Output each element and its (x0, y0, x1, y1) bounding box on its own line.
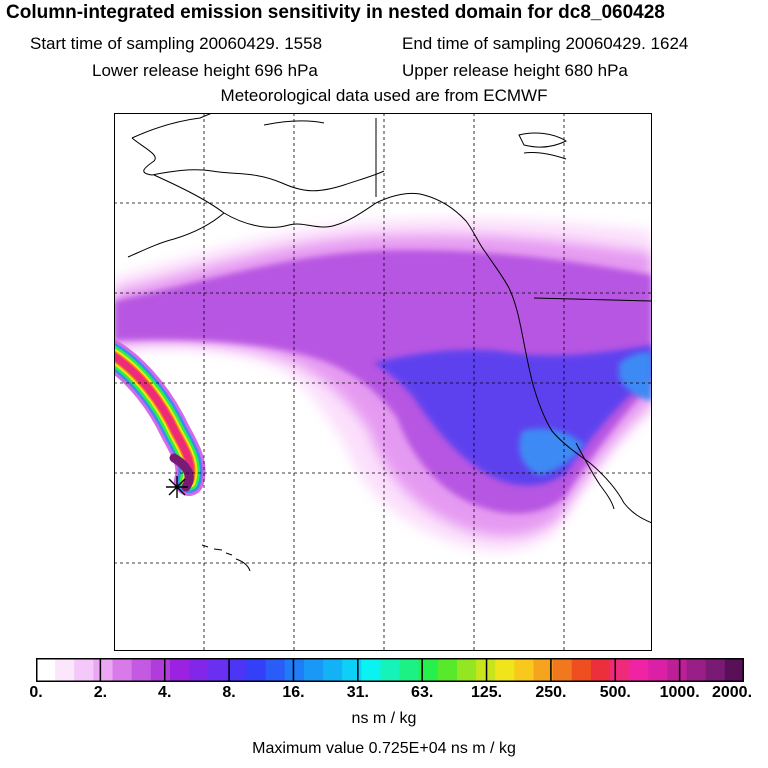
alaska-coast (131, 113, 385, 192)
color-scale-cell (514, 658, 535, 682)
color-scale-units: ns m / kg (351, 710, 417, 727)
color-scale-cell (705, 658, 726, 682)
color-scale-cell (380, 658, 401, 682)
color-scale-tick-label: 0. (29, 684, 43, 701)
color-scale-cell (323, 658, 343, 682)
near-source-plume (114, 338, 206, 496)
color-scale-bar (36, 658, 744, 682)
plume-high-core (519, 428, 584, 475)
color-scale-cell (150, 658, 171, 682)
color-scale-cell (533, 658, 554, 682)
plume-core-layer (374, 345, 652, 486)
end-time: End time of sampling 20060429. 1624 (402, 34, 689, 53)
color-scale-ticks: 0. 2. 4. 8. 16. 31. 63. 125. 250. 500. 1000. 2000. (0, 684, 768, 706)
color-scale-cell (93, 658, 114, 682)
release-point-marker (166, 476, 188, 498)
color-scale-cell (686, 658, 707, 682)
tail-red (114, 352, 194, 485)
color-scale-cell (189, 658, 209, 682)
color-scale-tick-label: 125. (470, 684, 503, 701)
color-scale-cell (418, 658, 439, 682)
color-scale-tick-label: 2. (93, 684, 108, 701)
plume-high-core-east (619, 352, 652, 401)
color-scale-tick-label: 31. (346, 684, 369, 701)
coastlines (127, 113, 652, 572)
maximum-value: Maximum value 0.725E+04 ns m / kg (252, 740, 516, 757)
color-scale-cell (284, 658, 305, 682)
baja-coast (575, 442, 615, 510)
color-scale-tick-label: 500. (599, 684, 631, 701)
color-scale-tick-label: 63. (411, 684, 434, 701)
gulf-coast (335, 192, 510, 289)
color-scale-cell (208, 658, 228, 682)
color-scale-cell (303, 658, 324, 682)
tail-max (169, 453, 194, 492)
emission-plume (114, 218, 652, 552)
color-scale-cell (648, 658, 669, 682)
color-scale-cell (629, 658, 649, 682)
color-scale-cell (571, 658, 592, 682)
west-coast (508, 287, 652, 524)
color-scale-cell (495, 658, 515, 682)
alaska-peninsula (127, 174, 337, 258)
color-scale-cell (724, 658, 744, 682)
color-scale-cell (437, 658, 458, 682)
color-scale-cell (342, 658, 362, 682)
plot-title: Column-integrated emission sensitivity i… (6, 2, 665, 23)
lower-release-height: Lower release height 696 hPa (92, 61, 318, 80)
color-scale-cell (399, 658, 420, 682)
color-scale-cell (667, 658, 688, 682)
color-scale-cell (610, 658, 630, 682)
color-scale-tick-label: 16. (282, 684, 305, 701)
color-scale-cell (456, 658, 477, 682)
color-scale-cell (169, 658, 190, 682)
map-frame (114, 113, 652, 651)
color-scale-cell (590, 658, 611, 682)
color-scale-frame (36, 658, 744, 682)
hawaii-islands (201, 544, 251, 572)
color-scale-cell (552, 658, 573, 682)
color-scale-cell (246, 658, 267, 682)
start-time: Start time of sampling 20060429. 1558 (30, 34, 323, 53)
color-scale-tick-label: 8. (222, 684, 236, 701)
color-scale-cell (55, 658, 75, 682)
sensitivity-map (114, 113, 652, 651)
color-scale-cell (227, 658, 248, 682)
color-scale-tick-label: 4. (158, 684, 172, 701)
upper-release-height: Upper release height 680 hPa (402, 61, 628, 80)
color-scale-tick-label: 250. (535, 684, 567, 701)
color-scale-cell (74, 658, 95, 682)
color-scale-tick-label: 2000. (711, 684, 753, 701)
color-scale-cell (361, 658, 382, 682)
color-scale-cell (112, 658, 133, 682)
canada-border (375, 118, 652, 302)
met-data-source: Meteorological data used are from ECMWF (220, 86, 548, 105)
color-scale-cell (265, 658, 286, 682)
color-scale-cell (36, 658, 56, 682)
color-scale-cell (131, 658, 152, 682)
color-scale-tick-label: 1000. (659, 684, 700, 701)
